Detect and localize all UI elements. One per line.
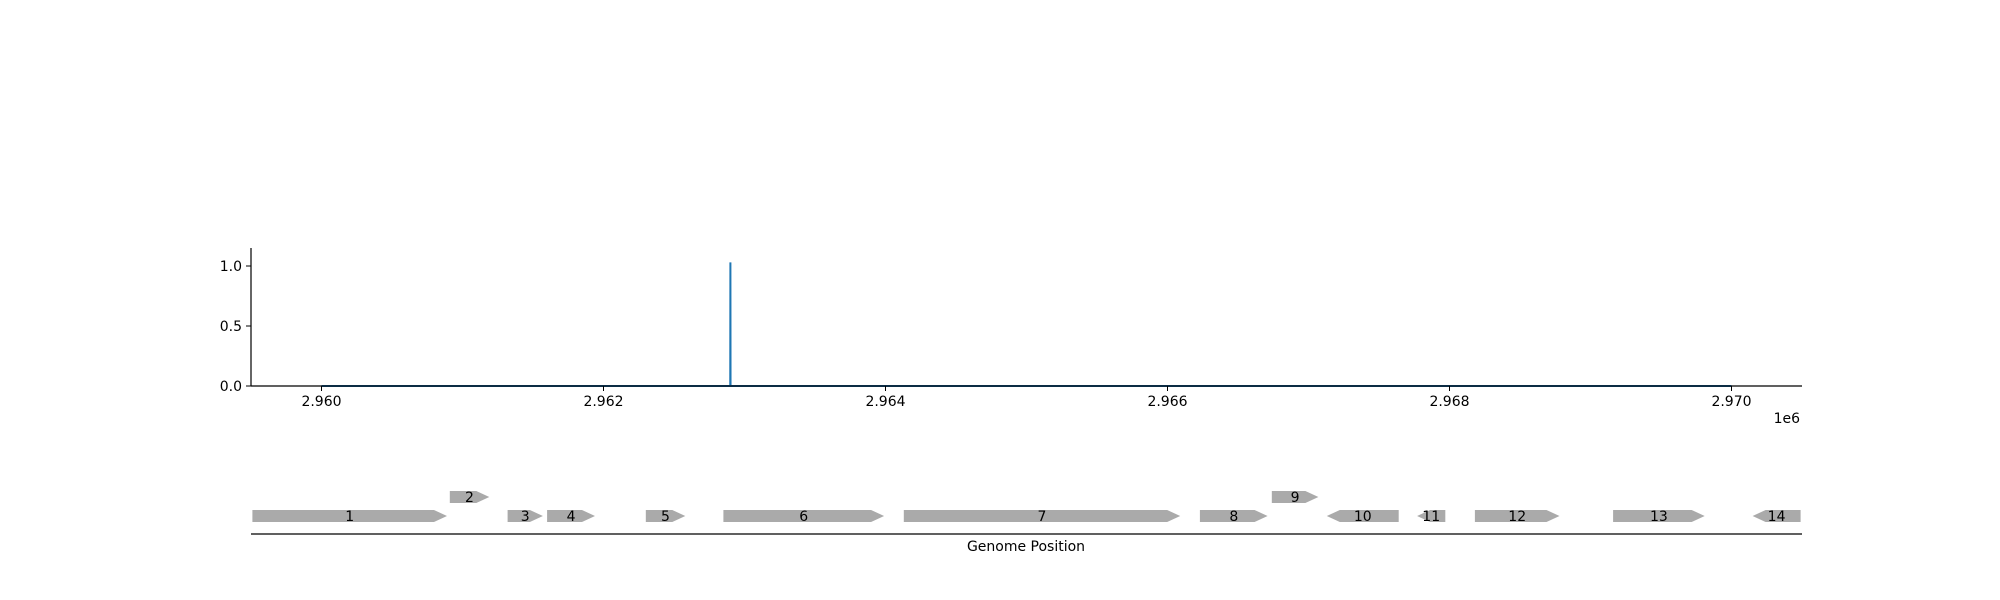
gene-label: 14	[1768, 509, 1786, 525]
x-tick-label: 2.960	[301, 394, 341, 410]
gene-label: 2	[465, 490, 474, 506]
gene-arrow	[645, 510, 686, 522]
gene-label: 11	[1422, 509, 1440, 525]
gene-label: 7	[1038, 509, 1047, 525]
gene-label: 4	[567, 509, 576, 525]
gene-arrow	[903, 510, 1181, 522]
gene-arrow	[1474, 510, 1560, 522]
gene-arrow	[1271, 491, 1319, 503]
x-offset-label: 1e6	[1774, 411, 1801, 427]
gene-label: 5	[661, 509, 670, 525]
gene-arrow	[507, 510, 543, 522]
gene-arrow	[449, 491, 490, 503]
gene-arrow	[1613, 510, 1705, 522]
gene-label: 6	[799, 509, 808, 525]
x-tick-label: 2.970	[1711, 394, 1751, 410]
gene-track-xlabel: Genome Position	[967, 539, 1085, 555]
y-tick-label: 0.5	[220, 319, 242, 335]
gene-arrow	[723, 510, 885, 522]
gene-label: 10	[1354, 509, 1372, 525]
gene-label: 9	[1291, 490, 1300, 506]
x-tick-label: 2.968	[1429, 394, 1469, 410]
gene-arrow	[252, 510, 447, 522]
coverage-series	[321, 262, 1732, 387]
y-ticks: 0.0 0.5 1.0	[220, 259, 251, 395]
gene-label: 1	[345, 509, 354, 525]
x-ticks: 2.960 2.962 2.964 2.966 2.968 2.970	[301, 386, 1752, 410]
x-tick-label: 2.964	[865, 394, 905, 410]
gene-arrow	[547, 510, 595, 522]
y-tick-label: 1.0	[220, 259, 242, 275]
coverage-line	[321, 262, 1732, 387]
gene-arrow	[1417, 510, 1446, 522]
gene-label: 8	[1229, 509, 1238, 525]
gene-arrow	[1752, 510, 1801, 522]
x-tick-label: 2.962	[583, 394, 623, 410]
gene-label: 12	[1508, 509, 1526, 525]
y-tick-label: 0.0	[220, 379, 242, 395]
gene-arrow	[1199, 510, 1268, 522]
gene-arrow	[1326, 510, 1399, 522]
gene-label: 3	[521, 509, 530, 525]
x-tick-label: 2.966	[1147, 394, 1187, 410]
coverage-plot: 2.960 2.962 2.964 2.966 2.968 2.970 0.0 0.5 1.0…	[220, 248, 1802, 427]
gene-label: 13	[1650, 509, 1668, 525]
